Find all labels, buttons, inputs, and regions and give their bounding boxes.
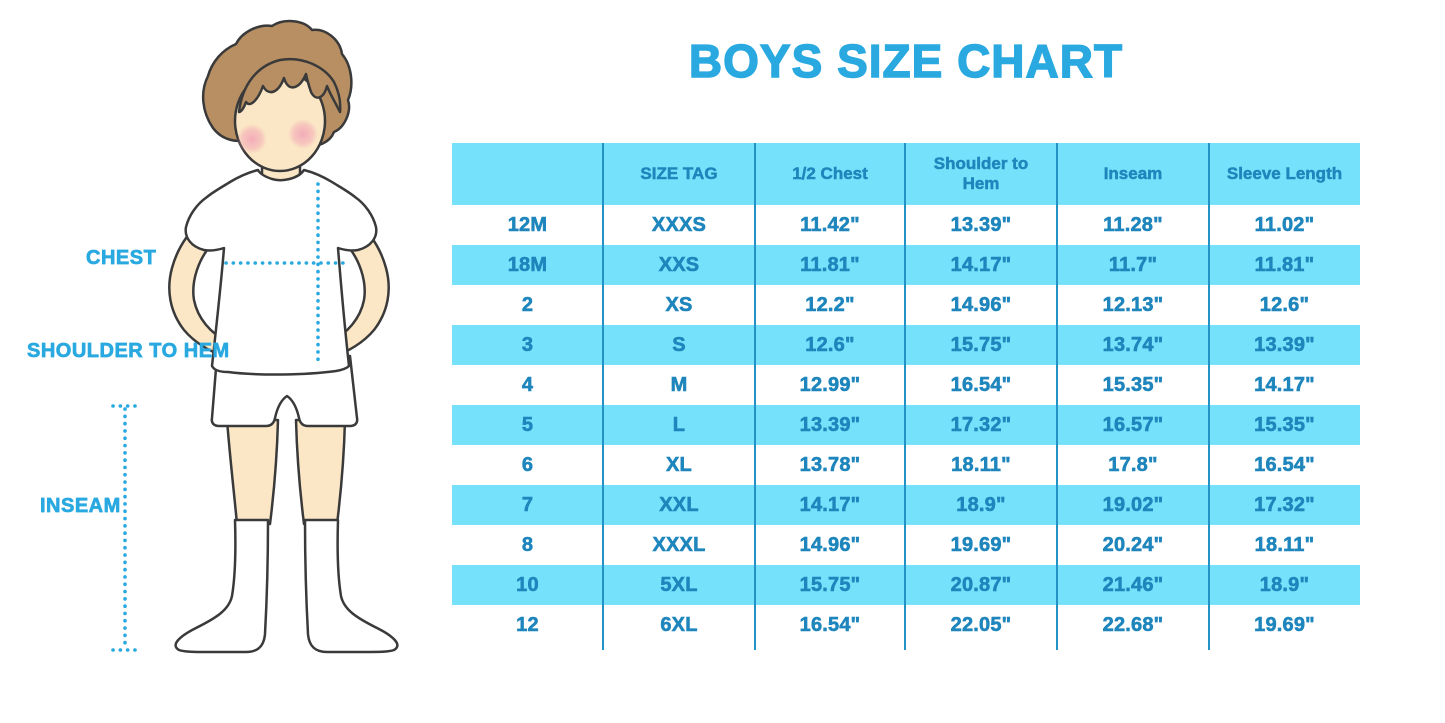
table-value-cell: 14.17" — [905, 245, 1057, 285]
boy-measurement-illustration — [111, 19, 399, 654]
table-header-cell: Shoulder to Hem — [905, 143, 1057, 205]
table-value-cell: 11.7" — [1057, 245, 1209, 285]
table-value-cell: 15.75" — [755, 565, 905, 605]
table-value-cell: 11.42" — [800, 213, 860, 236]
table-size-cell: 2 — [521, 293, 534, 316]
table-value-cell: 22.68" — [1102, 613, 1164, 636]
table-value-cell: 15.75" — [905, 325, 1057, 365]
table-value-cell: 11.81" — [1209, 245, 1360, 285]
table-value-cell: XXL — [603, 485, 755, 525]
table-value-cell: 11.02" — [1254, 213, 1315, 236]
table-size-cell: 12 — [516, 613, 539, 636]
table-value-cell: 11.28" — [1103, 213, 1163, 236]
table-value-cell: M — [670, 373, 688, 396]
table-value-cell: 18.9" — [1209, 565, 1360, 605]
column-divider — [754, 143, 756, 650]
boy-cheek-left — [237, 124, 267, 154]
inseam-label: INSEAM — [40, 495, 121, 518]
boy-right-leg — [294, 418, 347, 526]
table-value-cell: 17.32" — [905, 405, 1057, 445]
table-value-cell: 18.11" — [1254, 533, 1315, 556]
column-divider — [602, 143, 604, 650]
size-table: SIZE TAG 1/2 Chest Shoulder to Hem Inseam Sl… — [452, 143, 1360, 645]
column-divider — [1208, 143, 1210, 650]
table-header-cell — [452, 143, 603, 205]
table-value-cell: S — [603, 325, 755, 365]
table-size-cell: 5 — [452, 405, 603, 445]
table-size-cell: 12M — [507, 213, 548, 236]
table-value-cell: 15.35" — [1102, 373, 1164, 396]
table-value-cell: 19.69" — [1254, 613, 1315, 636]
chest-label: CHEST — [86, 247, 157, 270]
table-value-cell: 13.74" — [1057, 325, 1209, 365]
table-value-cell: 17.32" — [1209, 485, 1360, 525]
table-size-cell: 8 — [521, 533, 534, 556]
table-header-cell: Sleeve Length — [1209, 143, 1360, 205]
table-size-cell: 3 — [452, 325, 603, 365]
table-value-cell: 13.39" — [950, 213, 1012, 236]
table-value-cell: L — [603, 405, 755, 445]
table-value-cell: 6XL — [660, 613, 698, 636]
table-value-cell: 20.87" — [905, 565, 1057, 605]
table-value-cell: 18.11" — [951, 453, 1011, 476]
table-value-cell: 20.24" — [1102, 533, 1164, 556]
table-value-cell: XXS — [603, 245, 755, 285]
table-value-cell: 21.46" — [1057, 565, 1209, 605]
table-value-cell: XXXS — [651, 213, 707, 236]
table-size-cell: 7 — [452, 485, 603, 525]
table-size-cell: 18M — [452, 245, 603, 285]
table-value-cell: 19.69" — [950, 533, 1012, 556]
table-value-cell: 12.13" — [1102, 293, 1164, 316]
boy-hair-fringe — [237, 57, 342, 114]
table-value-cell: 19.02" — [1057, 485, 1209, 525]
table-value-cell: XL — [666, 453, 692, 476]
table-value-cell: 14.17" — [755, 485, 905, 525]
table-header-cell: SIZE TAG — [603, 143, 755, 205]
boy-left-leg — [225, 418, 280, 526]
table-value-cell: 16.57" — [1057, 405, 1209, 445]
table-value-cell: 16.54" — [1254, 453, 1315, 476]
table-value-cell: 12.99" — [799, 373, 861, 396]
boy-right-sock — [303, 518, 399, 654]
boy-tshirt — [184, 168, 378, 376]
table-header-cell: Inseam — [1057, 143, 1209, 205]
table-value-cell: 13.39" — [755, 405, 905, 445]
shoulder-to-hem-label: SHOULDER TO HEM — [27, 340, 230, 363]
table-value-cell: 13.78" — [799, 453, 861, 476]
table-value-cell: 5XL — [603, 565, 755, 605]
table-size-cell: 4 — [521, 373, 534, 396]
table-value-cell: 16.54" — [799, 613, 861, 636]
column-divider — [1056, 143, 1058, 650]
page-title: BOYS SIZE CHART — [688, 35, 1124, 87]
table-value-cell: 13.39" — [1209, 325, 1360, 365]
table-value-cell: 14.96" — [799, 533, 861, 556]
table-value-cell: 11.81" — [755, 245, 905, 285]
boy-cheek-right — [288, 119, 318, 149]
table-value-cell: XS — [665, 293, 693, 316]
table-value-cell: 22.05" — [950, 613, 1012, 636]
table-header-cell: 1/2 Chest — [755, 143, 905, 205]
table-value-cell: 12.2" — [805, 293, 855, 316]
table-value-cell: 18.9" — [905, 485, 1057, 525]
table-size-cell: 10 — [452, 565, 603, 605]
table-value-cell: 12.6" — [755, 325, 905, 365]
column-divider — [904, 143, 906, 650]
table-size-cell: 6 — [521, 453, 534, 476]
table-value-cell: 14.96" — [950, 293, 1012, 316]
table-value-cell: 14.17" — [1254, 373, 1315, 396]
table-value-cell: 15.35" — [1209, 405, 1360, 445]
boy-left-sock — [174, 518, 270, 654]
table-value-cell: 16.54" — [950, 373, 1012, 396]
table-value-cell: 12.6" — [1259, 293, 1310, 316]
table-value-cell: XXXL — [652, 533, 706, 556]
table-value-cell: 17.8" — [1108, 453, 1158, 476]
